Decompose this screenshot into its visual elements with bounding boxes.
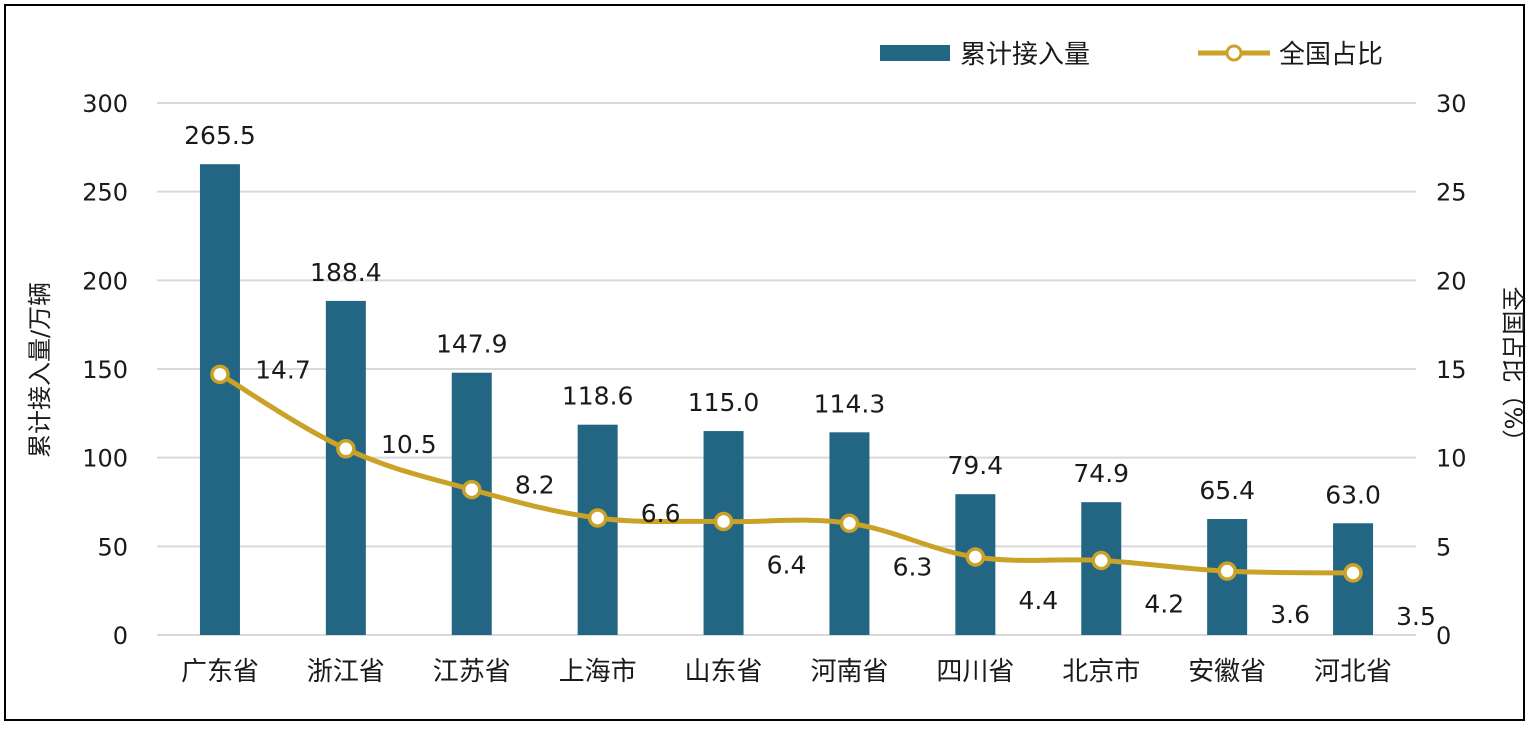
bar-value-label: 265.5: [184, 121, 256, 150]
line-marker: [1091, 550, 1111, 571]
category-label: 广东省: [181, 657, 259, 687]
category-label: 河南省: [810, 657, 888, 687]
right-tick-label: 5: [1436, 533, 1451, 561]
bar-value-label: 147.9: [436, 330, 508, 359]
category-label: 安徽省: [1188, 657, 1266, 687]
category-label: 四川省: [936, 657, 1014, 687]
line-value-label: 14.7: [255, 355, 311, 384]
line-marker: [1217, 561, 1237, 581]
right-tick-label: 10: [1436, 445, 1467, 473]
bar-value-label: 74.9: [1073, 459, 1129, 488]
line-marker: [210, 364, 230, 385]
category-label: 浙江省: [307, 657, 385, 687]
bar: [199, 164, 240, 635]
bar: [703, 431, 744, 635]
bar-series: [199, 164, 1374, 635]
bar-value-label: 65.4: [1199, 476, 1255, 505]
left-tick-label: 200: [82, 267, 128, 295]
right-tick-label: 25: [1436, 179, 1467, 207]
left-tick-label: 300: [82, 90, 128, 118]
line-marker: [336, 439, 356, 459]
line-value-label: 3.5: [1396, 602, 1436, 631]
category-label: 北京市: [1062, 657, 1140, 687]
legend-line-marker: [1225, 44, 1243, 62]
line-value-label: 4.2: [1144, 590, 1184, 619]
right-tick-label: 30: [1436, 90, 1467, 118]
line-value-label: 10.5: [381, 430, 437, 459]
gridlines: [157, 102, 1416, 636]
right-axis-title: 全国占比（%）: [1499, 287, 1527, 454]
bar: [829, 432, 870, 635]
line-marker: [587, 508, 608, 528]
line-value-label: 6.6: [641, 499, 681, 528]
category-label: 河北省: [1314, 657, 1392, 687]
legend-bar-label: 累计接入量: [960, 40, 1090, 70]
line-marker: [965, 547, 986, 567]
category-labels: 广东省 浙江省 江苏省 上海市 山东省 河南省 四川省 北京市 安徽省 河北省: [181, 657, 1392, 687]
category-label: 上海市: [559, 657, 637, 687]
left-axis-title: 累计接入量/万辆: [26, 282, 54, 458]
legend-bar-swatch: [880, 45, 950, 61]
left-tick-label: 100: [82, 445, 128, 473]
legend-line-label: 全国占比: [1279, 40, 1383, 70]
bar-value-label: 114.3: [814, 389, 886, 418]
right-axis-ticks: 0 5 10 15 20 25 30: [1436, 90, 1467, 650]
category-label: 江苏省: [433, 657, 511, 687]
line-marker: [462, 479, 482, 500]
left-axis-ticks: 0 50 100 150 200 250 300: [82, 90, 128, 650]
bar: [451, 372, 492, 635]
bar-value-label: 115.0: [688, 388, 760, 417]
line-value-label: 4.4: [1018, 586, 1058, 615]
bar-value-label: 118.6: [562, 382, 634, 411]
bar: [577, 424, 618, 635]
line-value-label: 6.3: [893, 552, 933, 581]
line-series: [210, 364, 1363, 583]
line-path: [218, 372, 1354, 576]
bar-data-labels: 265.5 188.4 147.9 118.6 115.0 114.3 79.4 74.9 65…: [184, 121, 1381, 509]
left-tick-label: 250: [82, 179, 128, 207]
bar-value-label: 79.4: [948, 451, 1004, 480]
left-tick-label: 50: [97, 533, 128, 561]
chart-frame: [4, 4, 1525, 721]
bar-value-label: 63.0: [1325, 480, 1381, 509]
right-tick-label: 0: [1436, 622, 1451, 650]
right-tick-label: 20: [1436, 267, 1467, 295]
bar-value-label: 188.4: [310, 258, 382, 287]
line-value-label: 6.4: [767, 551, 807, 580]
category-label: 山东省: [685, 657, 763, 687]
left-tick-label: 150: [82, 356, 128, 384]
right-tick-label: 15: [1436, 356, 1467, 384]
line-marker: [839, 513, 860, 534]
bar: [325, 300, 366, 635]
left-tick-label: 0: [113, 622, 128, 650]
legend: 累计接入量 全国占比: [880, 40, 1383, 70]
line-marker: [1343, 563, 1363, 583]
line-value-label: 8.2: [515, 471, 555, 500]
line-value-label: 3.6: [1270, 600, 1310, 629]
line-data-labels: 14.7 10.5 8.2 6.6 6.4 6.3 4.4 4.2 3.6 3.5: [255, 355, 1436, 631]
line-marker: [713, 511, 734, 532]
